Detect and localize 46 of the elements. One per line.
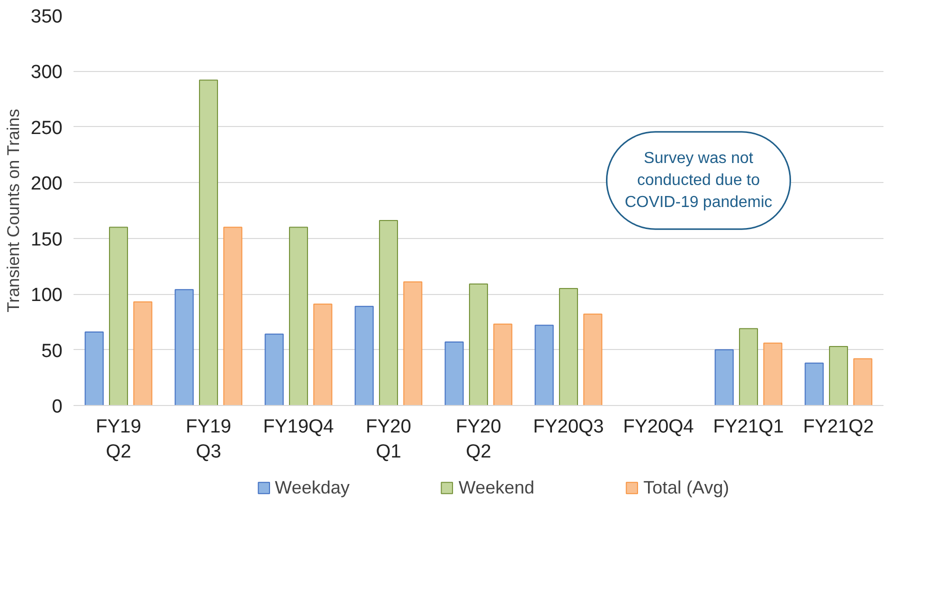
x-tick-label: FY20 Q1 xyxy=(366,416,412,463)
legend-label: Weekend xyxy=(458,477,534,498)
y-axis-title: Transient Counts on Trains xyxy=(4,108,23,312)
bar xyxy=(354,306,374,406)
bar xyxy=(84,331,104,406)
x-tick-label: FY20Q4 xyxy=(623,416,694,438)
bar xyxy=(199,80,218,406)
bar xyxy=(559,288,578,406)
bar xyxy=(804,362,824,406)
bar xyxy=(264,334,284,406)
y-tick-label: 0 xyxy=(52,396,63,418)
y-tick-label: 250 xyxy=(30,118,62,139)
bar xyxy=(714,349,734,406)
legend-label: Weekday xyxy=(274,477,350,498)
legend-label: Total (Avg) xyxy=(643,477,730,498)
bar xyxy=(403,281,422,406)
bar xyxy=(133,301,152,406)
y-tick-label: 50 xyxy=(41,340,63,362)
bar xyxy=(444,341,464,406)
bar xyxy=(313,304,332,406)
bar xyxy=(379,220,398,406)
x-tick-label: FY20Q3 xyxy=(533,416,604,438)
bar xyxy=(469,284,488,406)
annotation: Survey was not conducted due to COVID-19 pandemic xyxy=(624,150,772,212)
bar xyxy=(763,342,782,406)
bar xyxy=(109,226,128,406)
y-tick-label: 150 xyxy=(30,229,62,250)
x-tick-label: FY19Q4 xyxy=(263,416,334,438)
bar xyxy=(583,314,602,406)
y-tick-label: 200 xyxy=(30,174,62,195)
bar xyxy=(223,226,242,406)
x-tick-label: FY20 Q2 xyxy=(456,416,502,463)
bar xyxy=(493,324,512,406)
bar xyxy=(853,358,872,406)
x-tick-label: FY19 Q2 xyxy=(96,416,142,463)
bar xyxy=(174,289,194,406)
bar xyxy=(829,346,848,406)
bar xyxy=(534,324,554,406)
bar xyxy=(739,328,758,406)
x-tick-label: FY21Q2 xyxy=(803,416,874,438)
y-tick-label: 350 xyxy=(30,6,62,28)
bar xyxy=(289,226,308,406)
x-tick-label: FY19 Q3 xyxy=(186,416,232,463)
y-tick-label: 100 xyxy=(30,285,62,306)
x-tick-label: FY21Q1 xyxy=(713,416,784,438)
y-tick-label: 300 xyxy=(30,62,62,84)
